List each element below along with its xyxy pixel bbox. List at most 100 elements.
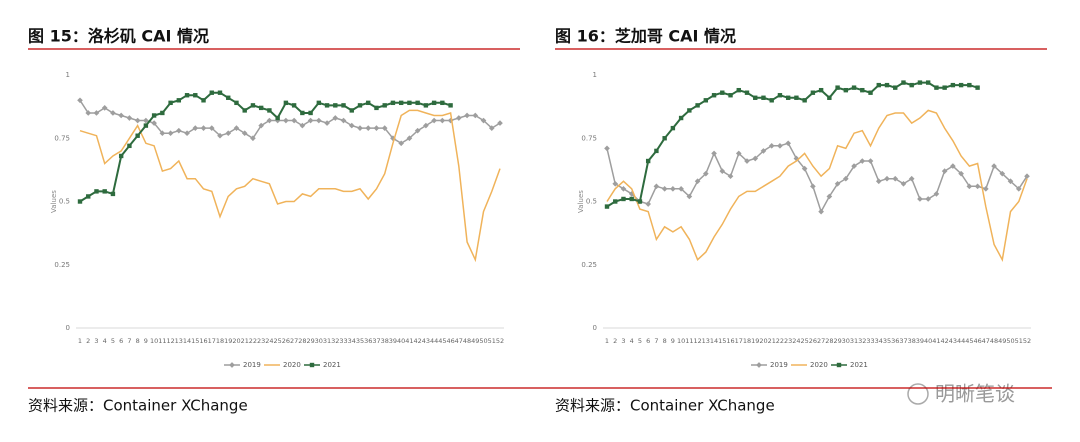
y-tick-label: 0.5 xyxy=(586,198,597,206)
marker xyxy=(423,103,429,108)
x-tick-label: 24 xyxy=(265,337,273,345)
marker xyxy=(143,117,149,124)
marker xyxy=(875,178,882,185)
x-tick-label: 17 xyxy=(208,337,216,345)
marker xyxy=(842,175,849,182)
x-tick-label: 11 xyxy=(158,337,166,345)
marker xyxy=(884,175,890,182)
marker xyxy=(332,115,339,121)
x-tick-label: 21 xyxy=(768,337,776,345)
y-tick-label: 1 xyxy=(66,71,70,79)
marker xyxy=(678,186,684,192)
x-tick-label: 42 xyxy=(941,337,949,345)
marker xyxy=(982,186,989,192)
marker xyxy=(810,90,816,95)
y-tick-label: 1 xyxy=(593,71,597,79)
marker xyxy=(661,186,668,192)
marker xyxy=(727,173,734,180)
marker xyxy=(77,199,83,204)
x-tick-label: 45 xyxy=(438,337,446,345)
x-tick-label: 34 xyxy=(348,337,356,345)
marker xyxy=(77,97,83,104)
marker xyxy=(193,93,198,98)
x-tick-label: 25 xyxy=(801,337,809,345)
marker xyxy=(859,158,866,164)
x-tick-label: 47 xyxy=(982,337,990,345)
x-tick-label: 16 xyxy=(726,337,734,345)
marker xyxy=(226,95,231,100)
y-tick-label: 0.75 xyxy=(54,134,70,142)
marker xyxy=(431,117,437,124)
marker xyxy=(744,90,750,95)
marker xyxy=(761,95,766,100)
marker xyxy=(110,191,116,197)
x-tick-label: 45 xyxy=(965,337,973,345)
marker xyxy=(917,196,923,202)
x-tick-label: 4 xyxy=(103,337,107,345)
marker xyxy=(941,168,948,174)
marker xyxy=(670,186,676,192)
marker xyxy=(620,186,627,192)
marker xyxy=(135,133,140,138)
marker xyxy=(373,125,380,131)
marker xyxy=(728,93,733,98)
marker xyxy=(308,110,313,116)
marker xyxy=(160,110,165,116)
marker xyxy=(900,180,907,187)
legend-label: 2020 xyxy=(283,361,301,369)
marker xyxy=(201,98,206,103)
marker xyxy=(118,112,125,119)
marker xyxy=(415,100,420,106)
marker xyxy=(101,105,108,111)
series-line xyxy=(79,91,451,203)
marker xyxy=(645,158,651,164)
x-tick-label: 22 xyxy=(249,337,257,345)
marker xyxy=(407,100,412,106)
source: 资料来源：Container XChange xyxy=(555,397,775,415)
x-tick-label: 38 xyxy=(381,337,389,345)
x-tick-label: 23 xyxy=(257,337,265,345)
marker xyxy=(893,85,898,90)
x-tick-label: 48 xyxy=(990,337,998,345)
marker xyxy=(834,180,841,187)
marker xyxy=(176,98,182,103)
marker xyxy=(357,103,363,108)
x-tick-label: 10 xyxy=(150,337,158,345)
watermark: 明晰笔谈 xyxy=(935,382,1015,406)
x-tick-label: 25 xyxy=(274,337,282,345)
marker xyxy=(209,90,214,95)
x-tick-label: 2 xyxy=(613,337,617,345)
marker xyxy=(134,117,141,124)
x-tick-label: 46 xyxy=(973,337,981,345)
marker xyxy=(785,140,792,147)
x-tick-label: 7 xyxy=(654,337,658,345)
marker xyxy=(439,117,446,124)
marker xyxy=(678,115,684,121)
x-tick-label: 40 xyxy=(397,337,405,345)
legend-label: 2020 xyxy=(810,361,828,369)
x-tick-label: 8 xyxy=(663,337,667,345)
marker xyxy=(143,123,149,128)
marker xyxy=(827,95,832,100)
x-tick-label: 41 xyxy=(405,337,413,345)
x-tick-label: 13 xyxy=(175,337,183,345)
legend-label: 2021 xyxy=(323,361,341,369)
x-tick-label: 29 xyxy=(833,337,841,345)
marker xyxy=(151,120,157,126)
marker xyxy=(217,132,223,139)
marker xyxy=(1015,186,1022,192)
x-tick-label: 11 xyxy=(685,337,693,345)
marker xyxy=(126,115,133,121)
marker xyxy=(448,103,453,108)
marker xyxy=(250,103,256,108)
x-tick-label: 31 xyxy=(850,337,858,345)
marker xyxy=(653,183,660,190)
marker xyxy=(102,189,107,194)
marker xyxy=(234,100,239,106)
y-tick-label: 0 xyxy=(66,324,70,332)
x-tick-label: 3 xyxy=(94,337,98,345)
x-tick-label: 27 xyxy=(290,337,298,345)
x-tick-label: 6 xyxy=(646,337,650,345)
marker xyxy=(645,201,652,207)
